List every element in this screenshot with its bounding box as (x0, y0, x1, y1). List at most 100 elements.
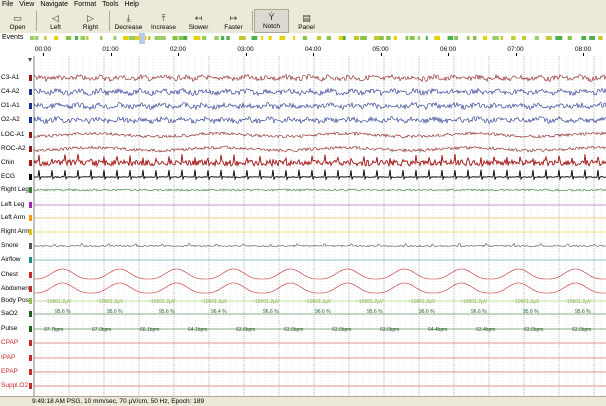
event-marker[interactable] (500, 36, 504, 40)
channel-label[interactable]: Chin (1, 159, 15, 166)
event-marker[interactable] (123, 36, 129, 40)
event-marker[interactable] (386, 36, 391, 40)
channel-label[interactable]: IPAP (1, 354, 16, 361)
event-marker[interactable] (454, 36, 459, 40)
event-marker[interactable] (214, 36, 219, 40)
menu-view[interactable]: View (19, 1, 35, 8)
event-marker[interactable] (373, 36, 381, 40)
event-marker[interactable] (405, 36, 409, 40)
event-marker[interactable] (447, 36, 454, 40)
event-marker[interactable] (534, 36, 539, 40)
open-button[interactable]: ▭ Open (0, 9, 35, 33)
channel-label[interactable]: O2-A2 (1, 116, 20, 123)
decrease-button[interactable]: ⤓ Decrease (111, 9, 146, 33)
event-marker[interactable] (172, 36, 178, 40)
event-marker[interactable] (148, 36, 151, 40)
channel-label[interactable]: EPAP (1, 368, 18, 375)
event-marker[interactable] (44, 36, 47, 40)
faster-button[interactable]: ↦ Faster (216, 9, 251, 33)
event-marker[interactable] (221, 36, 225, 40)
event-marker[interactable] (545, 36, 552, 40)
event-marker[interactable] (35, 36, 39, 40)
event-marker[interactable] (238, 36, 246, 40)
channel-label[interactable]: ROC-A2 (1, 145, 26, 152)
event-marker[interactable] (434, 36, 441, 40)
event-marker[interactable] (54, 36, 59, 40)
menu-help[interactable]: Help (124, 1, 139, 8)
event-marker[interactable] (74, 36, 79, 40)
event-marker[interactable] (113, 36, 117, 40)
event-marker[interactable] (360, 36, 367, 40)
event-marker[interactable] (154, 36, 161, 40)
event-marker[interactable] (261, 36, 264, 40)
event-marker[interactable] (393, 36, 397, 40)
channel-label[interactable]: Left Arm (1, 214, 26, 221)
event-marker[interactable] (492, 36, 499, 40)
event-marker[interactable] (482, 36, 488, 40)
event-marker[interactable] (567, 36, 572, 40)
increase-button[interactable]: ⤒ Increase (146, 9, 181, 33)
channel-label[interactable]: Body Pos (1, 297, 29, 304)
event-marker[interactable] (135, 36, 140, 40)
panel-button[interactable]: ▤ Panel (289, 9, 324, 33)
event-marker[interactable] (65, 36, 72, 40)
event-marker[interactable] (511, 36, 516, 40)
event-marker[interactable] (364, 36, 367, 40)
right-button[interactable]: ▷ Right (73, 9, 108, 33)
channel-label[interactable]: C3-A1 (1, 74, 20, 81)
event-marker[interactable] (316, 36, 322, 40)
channel-label[interactable]: Right Leg (1, 186, 29, 193)
event-marker[interactable] (472, 36, 477, 40)
event-marker[interactable] (379, 36, 384, 40)
event-marker[interactable] (183, 36, 188, 40)
channel-label[interactable]: Left Leg (1, 201, 25, 208)
event-marker[interactable] (598, 36, 603, 40)
channel-label[interactable]: CPAP (1, 339, 19, 346)
event-marker[interactable] (425, 36, 428, 40)
event-marker[interactable] (201, 36, 207, 40)
event-marker[interactable] (160, 36, 166, 40)
channel-label[interactable]: SaO2 (1, 310, 18, 317)
event-marker[interactable] (226, 36, 230, 40)
slower-button[interactable]: ↤ Slower (181, 9, 216, 33)
event-marker[interactable] (128, 36, 136, 40)
event-marker[interactable] (30, 36, 35, 40)
channel-label[interactable]: Abdomen (1, 285, 29, 292)
event-marker[interactable] (80, 36, 86, 40)
event-marker[interactable] (279, 36, 286, 40)
event-marker[interactable] (268, 36, 272, 40)
channel-label[interactable]: Right Arm (1, 228, 30, 235)
event-marker[interactable] (417, 36, 421, 40)
event-marker[interactable] (521, 36, 527, 40)
event-marker[interactable] (353, 36, 360, 40)
channel-label[interactable]: Snore (1, 242, 19, 249)
event-marker[interactable] (99, 36, 103, 40)
channel-label[interactable]: O1-A1 (1, 102, 20, 109)
menu-navigate[interactable]: Navigate (40, 1, 68, 8)
channel-label[interactable]: Suppl.O2 (1, 382, 29, 389)
channel-label[interactable]: LOC-A1 (1, 131, 25, 138)
event-marker[interactable] (409, 36, 415, 40)
channel-label[interactable]: Chest (1, 271, 18, 278)
channel-label[interactable]: Airflow (1, 256, 21, 263)
notch-button[interactable]: Ý Notch (254, 9, 289, 33)
event-marker[interactable] (326, 36, 332, 40)
event-marker[interactable] (193, 36, 201, 40)
menu-tools[interactable]: Tools (102, 1, 119, 8)
event-marker[interactable] (342, 36, 346, 40)
event-marker[interactable] (338, 36, 346, 40)
event-marker[interactable] (293, 36, 296, 40)
left-button[interactable]: ◁ Left (38, 9, 73, 33)
event-marker[interactable] (251, 36, 258, 40)
channel-label[interactable]: C4-A2 (1, 88, 20, 95)
event-marker[interactable] (589, 36, 596, 40)
event-marker[interactable] (302, 36, 308, 40)
event-marker[interactable] (467, 36, 470, 40)
event-marker[interactable] (178, 36, 183, 40)
signal-panel[interactable]: ~10661.2µV ~10661.2µV ~10661.2µV ~10661.2µV… (0, 56, 606, 396)
event-marker[interactable] (86, 36, 89, 40)
event-marker[interactable] (555, 36, 563, 40)
menu-file[interactable]: File (2, 1, 14, 8)
event-marker[interactable] (581, 36, 587, 40)
channel-label[interactable]: ECG (1, 173, 16, 180)
